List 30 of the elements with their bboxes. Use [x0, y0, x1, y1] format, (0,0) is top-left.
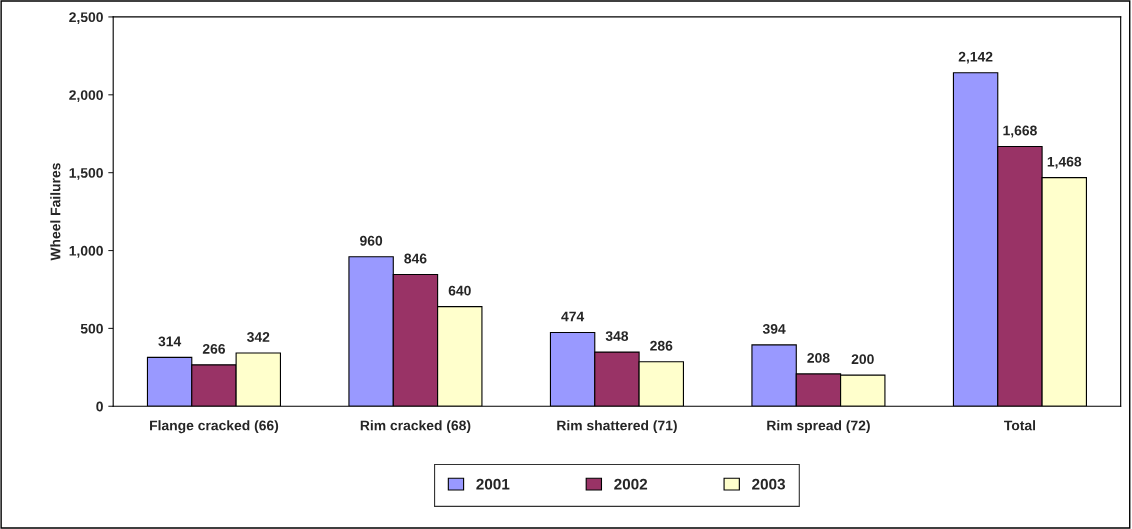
data-label: 342	[247, 332, 270, 342]
data-label: 1,668	[1003, 125, 1037, 138]
legend-label: 2001	[476, 478, 510, 490]
data-label: 200	[851, 354, 874, 365]
x-tick-label: Rim spread (72)	[767, 420, 870, 434]
data-label: 394	[762, 324, 786, 334]
data-label: 208	[807, 352, 830, 363]
x-tick-label: Rim cracked (68)	[360, 420, 471, 434]
x-tick-label: Total	[1004, 420, 1036, 431]
data-label: 2,142	[958, 51, 993, 64]
x-tick-label: Rim shattered (71)	[557, 420, 677, 434]
legend-label: 2003	[752, 478, 786, 490]
y-tick-label: 1,000	[69, 245, 103, 258]
y-tick-label: 1,500	[69, 168, 103, 180]
data-label: 640	[448, 285, 471, 296]
data-label: 474	[561, 311, 585, 322]
data-label: 286	[650, 340, 673, 351]
data-label: 314	[158, 336, 182, 347]
data-label: 266	[202, 343, 226, 354]
legend-label: 2002	[614, 478, 648, 490]
y-tick-label: 2,500	[69, 12, 103, 25]
x-tick-label: Flange cracked (66)	[150, 420, 279, 434]
y-tick-label: 0	[96, 401, 103, 412]
data-label: 348	[605, 331, 629, 342]
data-label: 1,468	[1047, 156, 1082, 169]
y-tick-label: 500	[80, 323, 103, 334]
data-label: 960	[360, 235, 383, 246]
y-tick-label: 2,000	[69, 90, 103, 102]
data-label: 846	[404, 253, 427, 264]
y-axis-title: Wheel Failures	[50, 163, 61, 261]
